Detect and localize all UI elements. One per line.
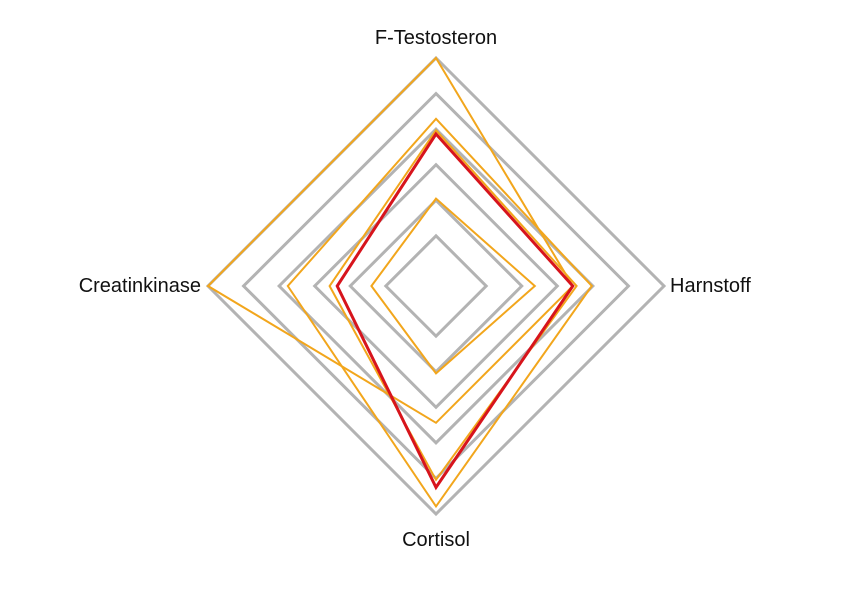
axis-label-cortisol: Cortisol	[402, 529, 470, 551]
grid-ring-1	[383, 233, 489, 339]
series-line-4	[370, 197, 537, 375]
grid-ring-5	[241, 91, 631, 481]
grid-ring-6	[205, 55, 667, 517]
axis-label-harnstoff: Harnstoff	[670, 275, 751, 297]
series-layer	[206, 56, 594, 509]
grid-ring-3	[312, 162, 560, 410]
series-line-2	[286, 117, 594, 509]
grid-rings	[205, 55, 667, 517]
axis-label-f-testosteron: F-Testosteron	[375, 27, 497, 49]
series-line-1	[206, 56, 575, 425]
series-line-5	[335, 131, 575, 491]
series-line-3	[328, 128, 578, 482]
axis-label-creatinkinase: Creatinkinase	[79, 275, 201, 297]
grid-ring-4	[277, 127, 595, 445]
